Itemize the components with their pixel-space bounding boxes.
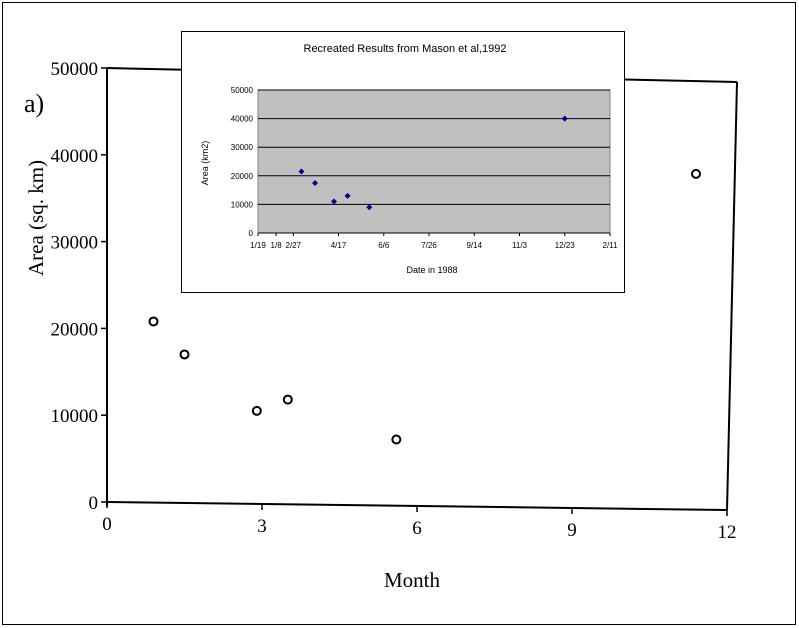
main-x-tick-label: 0 <box>102 514 112 535</box>
inset-points <box>298 115 568 211</box>
inset-grid <box>258 89 610 234</box>
inset-x-tick-label: 4/17 <box>331 241 347 250</box>
inset-plot-area <box>257 89 611 234</box>
main-x-tick-label: 9 <box>567 520 577 541</box>
inset-data-point <box>366 204 373 211</box>
main-data-point <box>148 316 159 327</box>
inset-data-point <box>298 168 305 175</box>
inset-y-tick-label: 30000 <box>231 143 254 152</box>
inset-x-tick-label: 1/8 <box>271 241 283 250</box>
main-data-point <box>251 405 262 416</box>
inset-y-tick-label: 0 <box>249 229 254 238</box>
main-right-border <box>726 81 738 511</box>
inset-ticks: 0 10000 20000 30000 40000 50000 1/19 1/8 2/27 4/1… <box>231 86 618 250</box>
inset-data-point <box>312 179 319 186</box>
main-x-axis-label: Month <box>384 568 441 592</box>
main-y-tick-label: 20000 <box>51 319 99 340</box>
inset-x-tick-label: 12/23 <box>555 241 576 250</box>
inset-x-tick-label: 7/26 <box>421 241 437 250</box>
inset-x-axis-label: Date in 1988 <box>406 265 457 275</box>
inset-data-point <box>561 115 568 122</box>
inset-x-tick-label: 2/11 <box>603 241 619 250</box>
main-y-axis-label: Area (sq. km) <box>24 160 48 276</box>
inset-data-point <box>331 198 338 205</box>
inset-y-axis-label: Area (km2) <box>200 141 210 186</box>
panel-label: a) <box>24 89 44 118</box>
main-x-tick-label: 12 <box>718 522 737 543</box>
main-x-tick-label: 3 <box>257 516 267 537</box>
inset-x-tick-label: 9/14 <box>466 241 482 250</box>
main-ticks: 0 10000 20000 30000 40000 50000 0 3 6 9 12 <box>51 59 737 543</box>
main-y-tick-label: 50000 <box>51 59 99 80</box>
main-data-point <box>282 394 293 405</box>
main-y-tick-label: 10000 <box>51 406 99 427</box>
inset-title: Recreated Results from Mason et al,1992 <box>304 43 507 55</box>
inset-y-tick-label: 50000 <box>231 86 254 95</box>
main-data-point <box>179 349 190 360</box>
inset-x-tick-label: 11/3 <box>512 241 528 250</box>
inset-x-tick-label: 2/27 <box>286 241 302 250</box>
main-y-tick-label: 0 <box>89 493 99 514</box>
inset-x-tick-label: 1/19 <box>250 241 266 250</box>
main-y-tick-label: 40000 <box>51 146 99 167</box>
main-data-point <box>391 434 402 445</box>
inset-y-tick-label: 40000 <box>231 115 254 124</box>
main-points <box>148 168 701 445</box>
inset-y-tick-label: 20000 <box>231 172 254 181</box>
main-y-tick-label: 30000 <box>51 233 99 254</box>
inset-data-point <box>344 192 351 199</box>
inset-x-tick-label: 6/6 <box>378 241 390 250</box>
main-data-point <box>691 168 701 179</box>
inset-y-tick-label: 10000 <box>231 200 254 209</box>
main-x-tick-label: 6 <box>412 518 422 539</box>
